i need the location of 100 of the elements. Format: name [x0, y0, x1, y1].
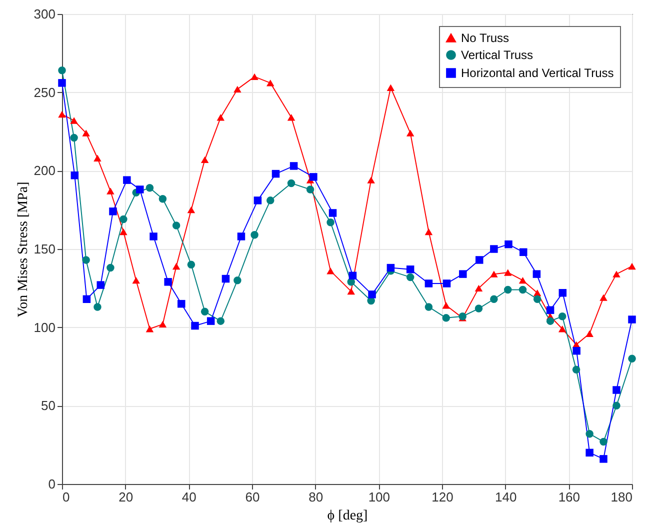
y-tick-label: 300 — [34, 6, 56, 22]
point — [254, 196, 262, 204]
point — [442, 280, 451, 288]
point — [58, 66, 66, 74]
x-axis-title: ϕ [deg] — [327, 508, 368, 524]
point — [187, 260, 196, 269]
point — [178, 300, 186, 308]
point — [234, 276, 242, 284]
point — [347, 288, 355, 295]
x-tick-label: 160 — [558, 490, 580, 504]
point — [70, 117, 78, 124]
point — [109, 208, 117, 216]
y-tick-label: 0 — [48, 476, 56, 492]
point — [520, 248, 528, 256]
point — [628, 354, 636, 363]
point — [158, 195, 167, 203]
point — [558, 288, 567, 297]
point — [82, 295, 91, 304]
point — [504, 286, 512, 294]
legend-label: Horizontal and Vertical Truss — [461, 66, 614, 80]
point — [533, 295, 542, 303]
point — [94, 154, 102, 162]
point — [586, 430, 594, 438]
point — [146, 326, 154, 332]
point — [442, 314, 450, 322]
point — [474, 284, 483, 292]
point — [490, 295, 498, 303]
y-tick-label: 100 — [34, 320, 56, 335]
point — [106, 188, 114, 194]
point — [572, 346, 580, 355]
point — [459, 270, 467, 278]
point — [150, 232, 158, 240]
point — [272, 170, 280, 178]
x-tick-label: 80 — [308, 490, 324, 504]
point — [158, 320, 167, 328]
point — [504, 240, 512, 248]
point — [250, 73, 258, 80]
point — [216, 317, 225, 325]
point — [290, 162, 298, 170]
x-tick-label: 40 — [182, 490, 196, 504]
point — [82, 256, 90, 264]
point — [474, 304, 483, 312]
point — [490, 270, 498, 278]
point — [586, 448, 594, 457]
point — [572, 366, 580, 374]
point — [146, 184, 154, 192]
point — [200, 156, 209, 164]
point — [406, 265, 414, 274]
y-tick-label: 50 — [41, 398, 56, 414]
point — [367, 176, 375, 184]
point — [504, 269, 512, 276]
point — [191, 322, 199, 330]
point — [406, 273, 414, 282]
point — [94, 303, 102, 311]
point — [368, 290, 376, 298]
point — [628, 262, 636, 270]
point — [600, 438, 608, 446]
point — [206, 317, 215, 325]
point — [132, 276, 140, 284]
point — [234, 86, 242, 93]
point — [287, 179, 296, 188]
point — [266, 80, 274, 86]
point — [546, 306, 554, 314]
y-tick-label: 200 — [34, 163, 56, 178]
point — [326, 218, 334, 226]
point — [106, 264, 114, 272]
point — [306, 186, 314, 194]
point — [424, 303, 433, 311]
point — [237, 232, 246, 240]
point — [490, 245, 498, 253]
x-tick-label: 60 — [245, 490, 260, 504]
point — [612, 386, 620, 394]
point — [287, 114, 296, 121]
point — [600, 455, 608, 463]
point — [546, 317, 554, 325]
legend-label: Vertical Truss — [461, 48, 534, 62]
point — [187, 206, 196, 214]
legend-label: No Truss — [461, 31, 510, 45]
point — [172, 222, 180, 230]
point — [266, 196, 274, 204]
point — [386, 84, 395, 91]
point — [120, 215, 128, 224]
point — [348, 272, 357, 280]
point — [120, 228, 128, 236]
x-tick-label: 120 — [432, 490, 454, 504]
point — [586, 330, 594, 337]
point — [424, 280, 433, 288]
point — [600, 294, 608, 301]
point — [386, 264, 395, 272]
point — [518, 286, 527, 294]
point — [532, 270, 541, 278]
point — [222, 274, 230, 283]
point — [82, 130, 90, 136]
point — [58, 110, 66, 118]
x-tick-label: 180 — [610, 490, 632, 504]
point — [424, 228, 433, 236]
point — [328, 209, 337, 217]
point — [58, 79, 66, 87]
point — [250, 231, 258, 239]
point — [475, 256, 484, 264]
